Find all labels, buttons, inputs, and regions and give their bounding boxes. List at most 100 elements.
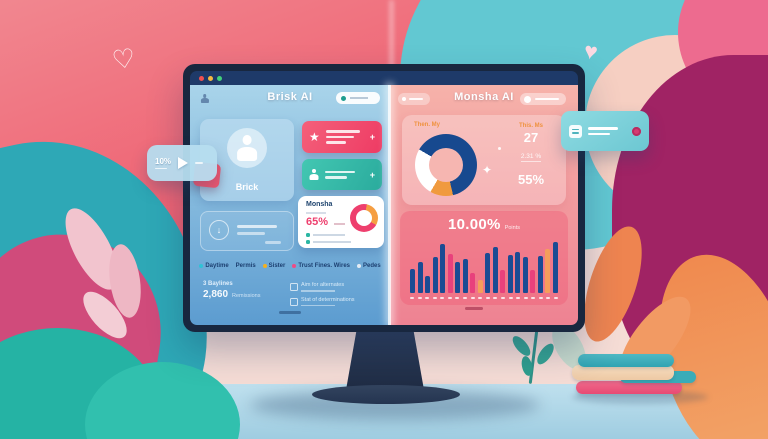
right-app-panel: Monsha AI Then. My ✦ This. Ms 27 2.31 % [390,85,578,325]
bar-headline-suffix: Points [504,225,520,231]
video-percent: 10% [155,156,172,166]
background-split-seam [389,0,394,70]
check-icon [306,240,310,244]
bar-chart [410,237,558,293]
pill-text-line [535,98,559,100]
bar-16 [522,257,528,293]
tick-label-10 [478,297,483,299]
bar-11 [485,253,491,293]
bar-8 [462,259,468,293]
bar-18 [537,256,543,293]
left-app-title: Brisk AI [267,91,313,103]
split-divider [388,85,391,325]
stats-value-row: 2,860 Remissions [203,289,260,300]
person-icon [309,169,319,180]
video-pill-text: 10% [155,157,171,170]
tick-label-6 [447,297,452,299]
link-row-2[interactable]: Stat of determinations [290,297,355,306]
right-app-title: Monsha AI [454,91,514,103]
page-indicator-dash [465,307,483,310]
action-card-star[interactable]: ★ + [302,121,382,153]
score-card-subline [306,212,326,214]
video-progress-pill[interactable]: 10% [147,145,217,181]
legend-dot-icon [199,264,204,268]
check-row [306,240,351,244]
legend-dot-icon [292,264,297,268]
tick-label-16 [523,297,528,299]
traffic-light-close[interactable] [199,75,204,81]
stats-value: 2,860 [203,289,229,300]
traffic-light-minimize[interactable] [208,75,213,81]
bar-headline: 10.00% [448,216,501,233]
text-line [313,234,345,236]
score-percent-suffix-line [334,223,345,225]
info-card[interactable]: ↓ [200,211,294,251]
bar-5 [440,244,446,293]
play-icon[interactable] [178,157,189,169]
text-line [237,232,265,235]
legend-item-3: Sister [262,263,286,269]
floating-note-card[interactable] [561,111,649,151]
action-card-person[interactable]: + [302,159,382,190]
left-app-panel: Brisk AI Brick ★ + [190,85,390,325]
text-line [325,141,346,144]
plant-sprig-leaf [509,333,534,359]
tick-label-14 [508,297,513,299]
tick-label-15 [516,297,521,299]
monitor-screen: Brisk AI Brick ★ + [190,71,578,325]
left-status-pill[interactable] [336,92,380,104]
legend-label: Sister [268,263,286,269]
info-card-button-line[interactable] [265,241,281,244]
metric-value: 27 [523,130,539,145]
text-line [195,162,204,164]
bar-2 [417,262,423,293]
text-line [155,167,167,170]
check-icon [306,233,310,237]
tick-label-3 [425,297,430,299]
text-line [325,135,354,139]
right-pill-right[interactable] [520,93,566,105]
page-indicator-dash [279,311,301,314]
bar-19 [545,249,551,293]
tick-label-19 [546,297,551,299]
pill-dot-icon [402,97,406,101]
note-text-lines [588,127,626,135]
underline [301,290,335,292]
document-icon [290,283,298,291]
list-icon [569,124,582,138]
tick-label-7 [455,297,460,299]
donut-label-left: Then. My [414,122,441,128]
tick-label-18 [538,297,543,299]
record-dot-icon [632,126,641,136]
text-line [588,127,618,130]
bar-headline-row: 10.00% Points [400,216,568,233]
bar-7 [455,262,461,293]
stats-suffix: Remissions [232,293,261,299]
tick-label-20 [553,297,558,299]
heart-icon: ♡ [110,42,138,76]
legend-dot-icon [262,264,267,268]
link-text-wrap: Aim for alternates [301,282,344,292]
text-line [237,225,277,228]
plus-icon[interactable]: + [369,132,375,142]
score-percent: 65% [306,216,329,228]
legend-item-4: Trust Fines. Wires [292,263,350,269]
tick-label-8 [463,297,468,299]
screen-body: Brisk AI Brick ★ + [190,85,578,325]
tick-label-12 [493,297,498,299]
bar-1 [410,269,415,293]
legend-label: Trust Fines. Wires [298,263,350,269]
legend-item-2: Permis [236,263,256,269]
bar-3 [425,276,431,293]
link-row-1[interactable]: Aim for alternates [290,282,355,292]
legend-item-5: Pedes [357,263,381,269]
book-cream [572,365,674,380]
monitor-stand-base [312,385,460,404]
profile-name: Brick [235,182,259,192]
plus-icon[interactable]: + [369,169,375,180]
right-pill-left[interactable] [398,93,430,105]
legend-dot-icon [357,264,361,268]
tick-label-11 [485,297,490,299]
legend-label: Daytime [205,263,229,269]
traffic-light-maximize[interactable] [217,75,222,81]
